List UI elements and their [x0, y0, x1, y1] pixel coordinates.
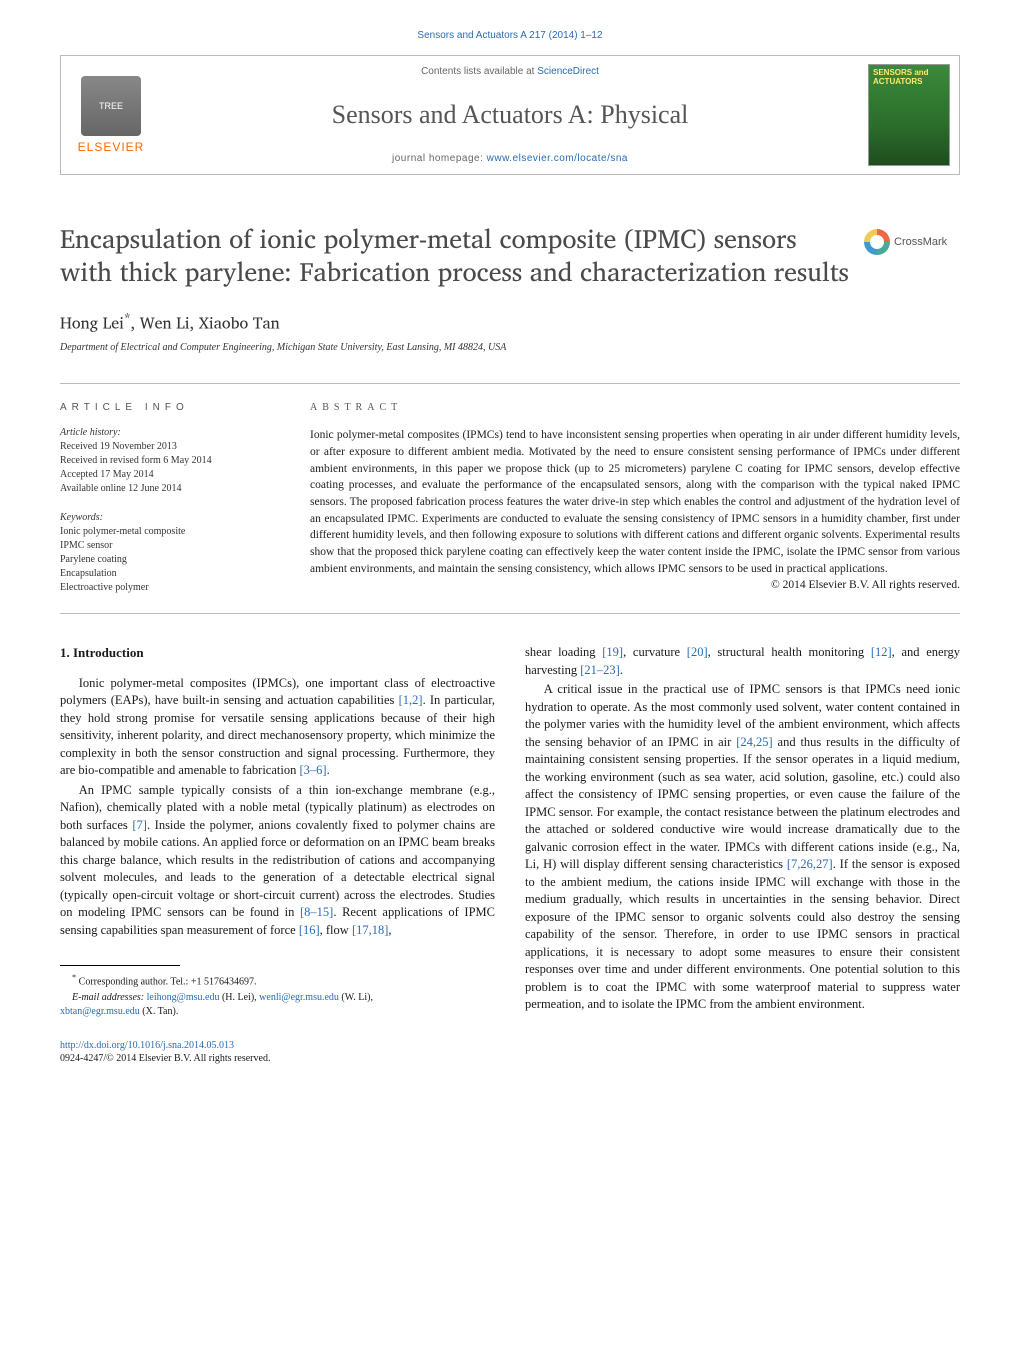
- p2-mid: . Inside the polymer, anions covalently …: [60, 818, 495, 920]
- journal-cover-thumb: SENSORS and ACTUATORS: [868, 64, 950, 166]
- sciencedirect-link[interactable]: ScienceDirect: [537, 66, 599, 77]
- body-paragraph-1: Ionic polymer-metal composites (IPMCs), …: [60, 675, 495, 780]
- elsevier-tree-icon: TREE: [81, 76, 141, 136]
- title-row: Encapsulation of ionic polymer-metal com…: [60, 223, 960, 288]
- corresponding-author-note: * Corresponding author. Tel.: +1 5176434…: [60, 972, 495, 989]
- abstract-text: Ionic polymer-metal composites (IPMCs) t…: [310, 427, 960, 577]
- p1-post: .: [327, 763, 330, 777]
- email-tan[interactable]: xbtan@egr.msu.edu: [60, 1006, 140, 1017]
- issn-copyright-line: 0924-4247/© 2014 Elsevier B.V. All right…: [60, 1053, 270, 1064]
- body-paragraph-2: An IPMC sample typically consists of a t…: [60, 782, 495, 940]
- keywords-lines: Ionic polymer-metal compositeIPMC sensor…: [60, 525, 280, 595]
- footnote-rule: [60, 965, 180, 966]
- abstract-copyright: © 2014 Elsevier B.V. All rights reserved…: [310, 579, 960, 591]
- ref-12[interactable]: [12]: [871, 645, 892, 659]
- p3-pre: shear loading: [525, 645, 602, 659]
- p2-post: ,: [388, 923, 391, 937]
- email-li[interactable]: wenli@egr.msu.edu: [259, 992, 339, 1003]
- p4-mid1: and thus results in the difficulty of ma…: [525, 735, 960, 872]
- crossmark-icon: [864, 229, 890, 255]
- body-paragraph-4: A critical issue in the practical use of…: [525, 681, 960, 1014]
- ref-3-6[interactable]: [3–6]: [299, 763, 326, 777]
- email-label: E-mail addresses:: [72, 992, 147, 1003]
- ref-7[interactable]: [7]: [132, 818, 147, 832]
- ref-17-18[interactable]: [17,18]: [352, 923, 388, 937]
- abstract-heading: ABSTRACT: [310, 402, 960, 413]
- journal-cover-cell: SENSORS and ACTUATORS: [859, 56, 959, 174]
- p2-mid3: , flow: [320, 923, 352, 937]
- elsevier-logo-cell: TREE ELSEVIER: [61, 56, 161, 174]
- affiliation-line: Department of Electrical and Computer En…: [60, 342, 960, 353]
- footnotes: * Corresponding author. Tel.: +1 5176434…: [60, 972, 495, 1019]
- ref-21-23[interactable]: [21–23]: [580, 663, 620, 677]
- contents-lists-line: Contents lists available at ScienceDirec…: [421, 66, 599, 77]
- journal-reference-top: Sensors and Actuators A 217 (2014) 1–12: [60, 30, 960, 41]
- ref-20[interactable]: [20]: [687, 645, 708, 659]
- crossmark-badge-group[interactable]: CrossMark: [864, 229, 960, 255]
- journal-cover-title: SENSORS and ACTUATORS: [873, 69, 945, 87]
- ref-8-15[interactable]: [8–15]: [300, 905, 333, 919]
- journal-name: Sensors and Actuators A: Physical: [332, 100, 689, 130]
- article-history-lines: Received 19 November 2013Received in rev…: [60, 440, 280, 496]
- ref-24-25[interactable]: [24,25]: [736, 735, 772, 749]
- ref-7-26-27[interactable]: [7,26,27]: [787, 857, 833, 871]
- homepage-link[interactable]: www.elsevier.com/locate/sna: [487, 153, 628, 164]
- paper-title: Encapsulation of ionic polymer-metal com…: [60, 223, 864, 288]
- body-paragraph-3: shear loading [19], curvature [20], stru…: [525, 644, 960, 679]
- journal-header-box: TREE ELSEVIER Contents lists available a…: [60, 55, 960, 175]
- article-info-block: ARTICLE INFO Article history: Received 1…: [60, 402, 280, 595]
- article-history-head: Article history:: [60, 427, 280, 438]
- doi-block: http://dx.doi.org/10.1016/j.sna.2014.05.…: [60, 1039, 495, 1065]
- p3-mid1: , curvature: [623, 645, 687, 659]
- corr-text: Corresponding author. Tel.: +1 517643469…: [79, 976, 257, 987]
- n1: (H. Lei),: [219, 992, 259, 1003]
- p4-mid2: . If the sensor is exposed to the ambien…: [525, 857, 960, 1011]
- article-info-heading: ARTICLE INFO: [60, 402, 280, 413]
- body-columns: 1. Introduction Ionic polymer-metal comp…: [60, 644, 960, 1065]
- doi-link[interactable]: http://dx.doi.org/10.1016/j.sna.2014.05.…: [60, 1040, 234, 1051]
- ref-16[interactable]: [16]: [299, 923, 320, 937]
- abstract-block: ABSTRACT Ionic polymer-metal composites …: [310, 402, 960, 595]
- authors-line: Hong Lei*, Wen Li, Xiaobo Tan: [60, 306, 960, 336]
- homepage-prefix: journal homepage:: [392, 153, 487, 164]
- email-addresses-note: E-mail addresses: leihong@msu.edu (H. Le…: [60, 991, 495, 1019]
- keywords-head: Keywords:: [60, 512, 280, 523]
- crossmark-label: CrossMark: [894, 236, 947, 248]
- email-lei[interactable]: leihong@msu.edu: [147, 992, 220, 1003]
- ref-19[interactable]: [19]: [602, 645, 623, 659]
- header-center: Contents lists available at ScienceDirec…: [161, 56, 859, 174]
- n2: (W. Li),: [339, 992, 373, 1003]
- elsevier-wordmark: ELSEVIER: [78, 140, 145, 154]
- p3-mid2: , structural health monitoring: [708, 645, 871, 659]
- journal-homepage-line: journal homepage: www.elsevier.com/locat…: [392, 153, 628, 164]
- footnote-block: * Corresponding author. Tel.: +1 5176434…: [60, 965, 495, 1065]
- section-1-heading: 1. Introduction: [60, 644, 495, 662]
- p3-post: .: [620, 663, 623, 677]
- section-divider: [60, 613, 960, 614]
- contents-lists-prefix: Contents lists available at: [421, 66, 537, 77]
- ref-1-2[interactable]: [1,2]: [399, 693, 423, 707]
- n3: (X. Tan).: [140, 1006, 179, 1017]
- info-abstract-row: ARTICLE INFO Article history: Received 1…: [60, 383, 960, 595]
